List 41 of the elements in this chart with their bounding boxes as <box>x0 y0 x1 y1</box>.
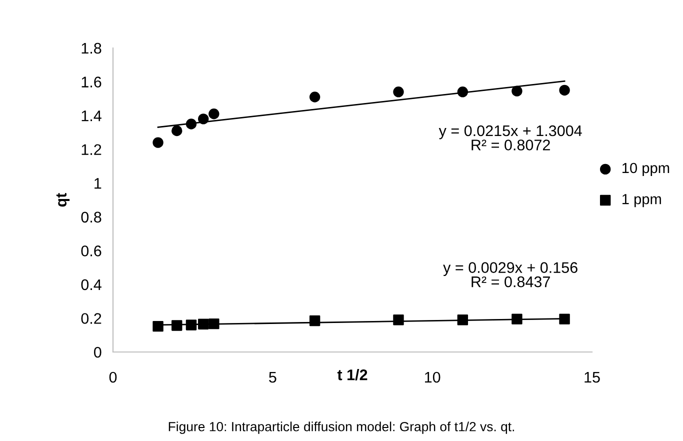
y-tick-label: 1.2 <box>82 144 102 155</box>
point <box>186 320 197 330</box>
point <box>172 125 182 136</box>
y-tick-label: 1.4 <box>82 110 102 122</box>
point <box>172 320 182 331</box>
y-tick-label: 1.8 <box>82 42 102 54</box>
y-tick-label: 0.2 <box>81 313 102 324</box>
point <box>393 314 404 326</box>
x-tick-label: 5 <box>269 372 276 383</box>
point <box>208 108 220 120</box>
point <box>559 314 570 324</box>
point <box>309 315 320 326</box>
point <box>152 137 164 148</box>
caption: Figure 10: Intraparticle diffusion model: Graph of t1/2 vs. qt. <box>168 422 514 434</box>
legend-label: 10 ppm <box>622 162 670 176</box>
annotation: y = 0.0029x + 0.156 R² = 0.8437 <box>443 262 578 288</box>
y-axis-title: qt <box>56 192 70 207</box>
x-tick-label: 0 <box>109 372 117 383</box>
point <box>309 92 320 102</box>
point <box>457 314 468 326</box>
point <box>186 118 197 130</box>
point <box>208 318 220 330</box>
y-tick-label: 1 <box>94 178 102 189</box>
annotation: y = 0.0215x + 1.3004 R² = 0.8072 <box>438 125 582 150</box>
point <box>393 86 404 98</box>
y-tick-label: 1.6 <box>82 76 102 88</box>
point <box>512 86 522 96</box>
legend-label: 1 ppm <box>622 194 661 208</box>
y-tick-label: 0.8 <box>81 212 102 223</box>
x-tick-label: 10 <box>425 372 440 383</box>
point <box>512 314 522 324</box>
y-tick-label: 0.4 <box>81 279 102 290</box>
y-tick-label: 0 <box>94 346 102 358</box>
point <box>152 320 164 332</box>
y-tick-label: 0.6 <box>81 246 102 256</box>
x-axis-title: t 1/2 <box>337 369 368 380</box>
x-tick-label: 15 <box>584 372 600 383</box>
point <box>457 86 468 98</box>
point <box>559 84 570 96</box>
point <box>198 318 209 330</box>
point <box>198 114 209 124</box>
